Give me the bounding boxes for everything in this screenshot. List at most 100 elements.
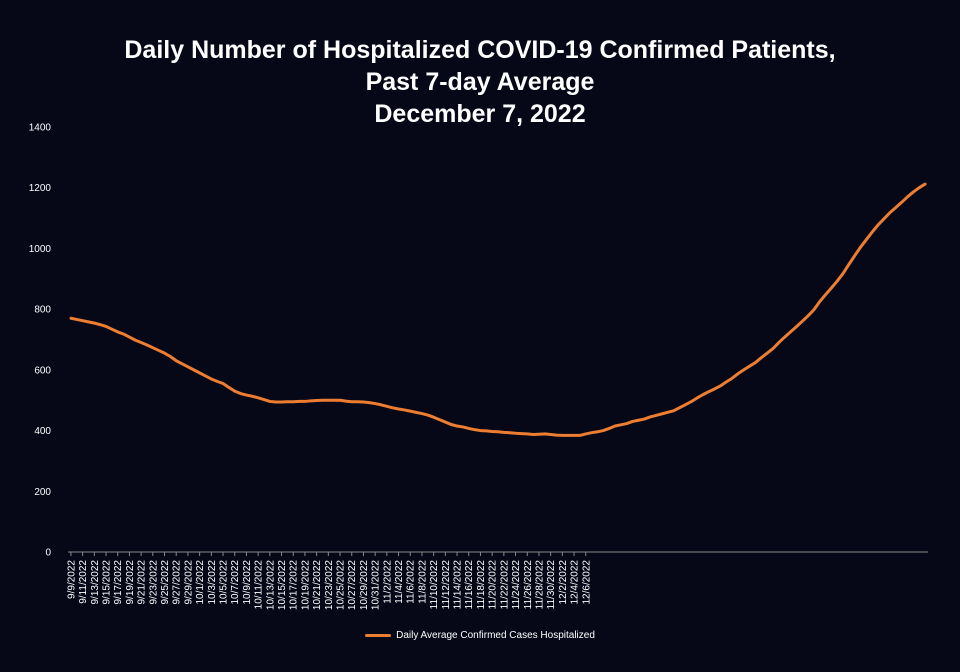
x-tick-label: 9/29/2022 — [183, 560, 194, 605]
data-point — [678, 407, 680, 409]
data-point — [725, 381, 727, 383]
x-tick-label: 11/30/2022 — [546, 560, 557, 610]
data-point — [702, 394, 704, 396]
x-tick-label: 9/19/2022 — [125, 560, 136, 605]
data-point — [368, 401, 370, 403]
data-point — [298, 400, 300, 402]
data-point — [210, 378, 212, 380]
data-point — [842, 272, 844, 274]
data-point — [912, 191, 914, 193]
x-tick-label: 10/27/2022 — [347, 560, 358, 610]
data-point — [865, 238, 867, 240]
x-tick-label: 10/9/2022 — [242, 560, 253, 605]
data-point — [70, 317, 72, 319]
x-tick-label: 12/6/2022 — [581, 560, 592, 605]
data-point — [620, 424, 622, 426]
data-point — [707, 391, 709, 393]
data-point — [532, 433, 534, 435]
y-tick-label: 200 — [34, 487, 51, 498]
data-point — [684, 404, 686, 406]
data-point — [111, 328, 113, 330]
data-point — [626, 422, 628, 424]
y-tick-label: 400 — [34, 426, 51, 437]
x-tick-label: 10/29/2022 — [359, 560, 370, 610]
x-tick-label: 11/12/2022 — [441, 560, 452, 610]
data-point — [608, 427, 610, 429]
x-tick-label: 10/11/2022 — [254, 560, 265, 610]
data-point — [579, 434, 581, 436]
data-point — [421, 412, 423, 414]
data-point — [269, 400, 271, 402]
x-tick-label: 9/15/2022 — [102, 560, 113, 605]
data-point — [456, 425, 458, 427]
x-tick-label: 9/9/2022 — [66, 560, 77, 599]
data-point — [596, 431, 598, 433]
data-point — [216, 380, 218, 382]
data-point — [824, 293, 826, 295]
x-tick-label: 11/4/2022 — [394, 560, 405, 604]
x-tick-label: 9/13/2022 — [90, 560, 101, 605]
series-line-hospitalized — [69, 182, 927, 437]
data-point — [544, 433, 546, 435]
data-point — [134, 339, 136, 341]
data-point — [181, 363, 183, 365]
data-point — [772, 347, 774, 349]
data-point — [479, 429, 481, 431]
data-point — [450, 423, 452, 425]
data-point — [157, 349, 159, 351]
data-point — [813, 309, 815, 311]
data-point — [198, 372, 200, 374]
x-tick-label: 10/25/2022 — [336, 560, 347, 610]
data-point — [403, 409, 405, 411]
chart-title: Daily Number of Hospitalized COVID-19 Co… — [0, 34, 960, 130]
data-point — [801, 320, 803, 322]
data-point — [848, 263, 850, 265]
data-point — [830, 287, 832, 289]
data-point — [257, 397, 259, 399]
data-point — [146, 344, 148, 346]
data-point — [795, 326, 797, 328]
x-tick-label: 11/2/2022 — [382, 560, 393, 604]
data-point — [415, 411, 417, 413]
data-point — [889, 211, 891, 213]
data-point — [585, 433, 587, 435]
x-tick-label: 10/31/2022 — [371, 560, 382, 610]
data-point — [737, 373, 739, 375]
x-tick-label: 11/24/2022 — [511, 560, 522, 610]
y-axis: 0 200 400 600 800 1000 1200 1400 — [29, 123, 52, 559]
data-point — [193, 369, 195, 371]
x-tick-label: 9/21/2022 — [137, 560, 148, 605]
data-point — [836, 280, 838, 282]
data-point — [860, 246, 862, 248]
data-point — [438, 418, 440, 420]
x-tick-label: 10/15/2022 — [277, 560, 288, 610]
data-point — [491, 430, 493, 432]
legend-swatch — [365, 634, 392, 637]
data-point — [713, 388, 715, 390]
chart-title-line-1: Daily Number of Hospitalized COVID-19 Co… — [124, 36, 836, 64]
y-tick-label: 1400 — [29, 123, 52, 134]
data-point — [362, 401, 364, 403]
data-point — [163, 352, 165, 354]
x-tick-label: 10/3/2022 — [207, 560, 218, 605]
data-point — [485, 430, 487, 432]
x-tick-label: 11/10/2022 — [429, 560, 440, 610]
series-group — [69, 182, 927, 437]
data-point — [280, 401, 282, 403]
x-tick-label: 11/18/2022 — [476, 560, 487, 610]
data-point — [590, 432, 592, 434]
data-point — [315, 399, 317, 401]
data-point — [292, 401, 294, 403]
data-point — [783, 336, 785, 338]
data-point — [871, 231, 873, 233]
y-tick-label: 600 — [34, 365, 51, 376]
data-point — [731, 377, 733, 379]
data-point — [754, 361, 756, 363]
data-point — [900, 201, 902, 203]
y-tick-label: 0 — [45, 548, 51, 559]
x-tick-label: 11/26/2022 — [523, 560, 534, 610]
data-point — [807, 315, 809, 317]
data-point — [175, 360, 177, 362]
data-point — [128, 336, 130, 338]
